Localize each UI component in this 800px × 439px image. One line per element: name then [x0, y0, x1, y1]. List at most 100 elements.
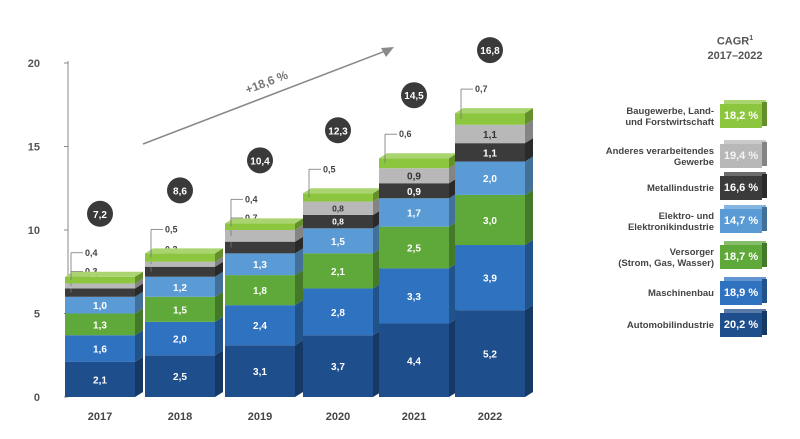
- bar-segment: [145, 321, 215, 356]
- total-bubble: [401, 82, 427, 109]
- segment-value-label: 1,2: [173, 283, 187, 294]
- segment-value-label: 1,6: [93, 345, 107, 356]
- bar-segment: [65, 335, 135, 362]
- bar-segment: [145, 266, 215, 277]
- bar-segment: [303, 228, 373, 254]
- bar-segment: [379, 158, 449, 169]
- x-tick-label: 2021: [402, 411, 426, 423]
- bar-segment: [455, 124, 525, 144]
- bar-segment-side: [525, 108, 533, 125]
- segment-value-label: 1,8: [253, 286, 267, 297]
- bar-stack-2021: 4,4 3,3 2,5 1,7 0,9 0,9 0,6 14,5: [379, 82, 457, 397]
- total-value-label: 16,8: [480, 46, 500, 57]
- bar-top-face: [303, 188, 381, 194]
- y-tick-label: 15: [28, 142, 40, 154]
- segment-value-label: 0,5: [165, 224, 178, 234]
- bar-stack-2020: 3,7 2,8 2,1 1,5 0,8 0,8 0,5 12,3: [303, 117, 381, 397]
- bar-segment: [455, 143, 525, 162]
- bar-segment: [65, 276, 135, 284]
- segment-value-label: 1,3: [93, 320, 107, 331]
- bar-segment: [379, 268, 449, 324]
- bar-segment: [225, 241, 295, 254]
- bar-segment-side: [135, 278, 143, 289]
- bar-segment: [379, 226, 449, 269]
- segment-value-label: 1,5: [173, 305, 187, 316]
- bar-segment-side: [295, 340, 303, 397]
- bar-segment-side: [135, 330, 143, 362]
- total-bubble: [87, 200, 113, 227]
- x-tick-label: 2020: [326, 411, 350, 423]
- segment-value-label: 3,1: [253, 367, 267, 378]
- total-bubble: [167, 177, 193, 204]
- segment-value-label: 2,4: [253, 321, 267, 332]
- total-bubble: [247, 147, 273, 174]
- bar-segment-side: [135, 283, 143, 297]
- bar-segment: [225, 345, 295, 397]
- bar-segment: [303, 288, 373, 336]
- growth-arrow-head: [381, 47, 394, 57]
- bar-segment-side: [295, 248, 303, 276]
- bar-segment-side: [135, 291, 143, 314]
- bar-top-face: [65, 271, 143, 277]
- segment-value-label: 0,7: [245, 213, 258, 223]
- bar-segment-side: [135, 308, 143, 336]
- segment-value-label: 4,4: [407, 356, 421, 367]
- bar-stack-2018: 2,52,01,51,20,60,30,58,6: [145, 177, 223, 397]
- bar-segment-side: [295, 225, 303, 242]
- segment-value-label: 2,1: [331, 267, 345, 278]
- bar-segment-side: [215, 271, 223, 297]
- bar-segment: [225, 305, 295, 346]
- segment-value-label: 1,1: [483, 148, 497, 159]
- segment-value-label: 1,1: [483, 130, 497, 141]
- bar-top-face: [145, 248, 223, 254]
- bar-segment-side: [295, 236, 303, 254]
- total-bubble: [325, 117, 351, 144]
- bar-segment-side: [295, 218, 303, 230]
- total-value-label: 10,4: [250, 156, 270, 167]
- bar-segment: [303, 201, 373, 215]
- bar-segment: [379, 323, 449, 397]
- bar-segment-side: [215, 256, 223, 267]
- bar-segment: [65, 296, 135, 314]
- bar-segment-side: [525, 189, 533, 246]
- bar-segment-side: [525, 156, 533, 195]
- bar-segment-side: [525, 305, 533, 397]
- bar-segment-side: [135, 271, 143, 284]
- bar-segment-side: [295, 300, 303, 346]
- bar-segment: [379, 183, 449, 199]
- segment-value-label: 2,5: [407, 244, 421, 255]
- total-value-label: 12,3: [328, 126, 348, 137]
- bar-segment-side: [525, 138, 533, 162]
- bar-segment: [65, 283, 135, 289]
- y-tick-label: 5: [34, 309, 40, 321]
- bar-segment-side: [215, 291, 223, 322]
- bar-top-face: [455, 108, 533, 114]
- growth-arrow-line: [142, 49, 389, 145]
- segment-value-label: 2,0: [173, 335, 187, 346]
- bar-segment: [455, 161, 525, 195]
- segment-value-label: 0,8: [332, 217, 344, 227]
- segment-value-label: 3,9: [483, 274, 497, 285]
- segment-value-label: 2,8: [331, 308, 345, 319]
- bar-stack-2022: 5,2 3,9 3,0 2,0 1,1 1,1 0,7 16,8: [455, 37, 533, 397]
- y-tick-label: 10: [28, 225, 40, 237]
- segment-value-label: 3,7: [331, 362, 345, 373]
- bar-segment: [65, 313, 135, 336]
- bar-stack-2017: 2,11,61,31,00,50,30,47,2: [65, 200, 143, 397]
- total-value-label: 8,6: [173, 186, 187, 197]
- bar-segment: [145, 296, 215, 322]
- bar-segment: [303, 253, 373, 289]
- bar-segment: [225, 223, 295, 230]
- segment-value-label: 1,5: [331, 237, 345, 248]
- segment-value-label: 0,7: [475, 84, 488, 94]
- bar-segment: [303, 214, 373, 229]
- segment-value-label: 3,3: [407, 292, 421, 303]
- bar-segment: [455, 310, 525, 397]
- bar-segment-side: [525, 240, 533, 311]
- bar-segment: [303, 335, 373, 397]
- bar-segment: [225, 253, 295, 276]
- bar-segment: [65, 288, 135, 297]
- bar-segment: [145, 261, 215, 267]
- x-tick-label: 2018: [168, 411, 192, 423]
